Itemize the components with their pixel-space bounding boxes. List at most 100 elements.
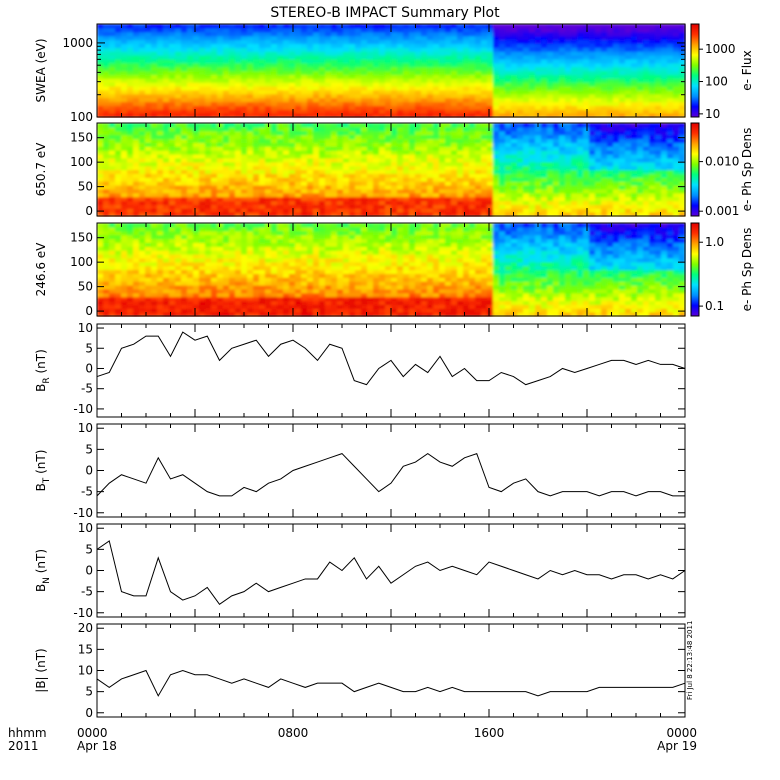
- spectrogram-cell: [259, 192, 266, 198]
- spectrogram-cell: [217, 35, 224, 41]
- spectrogram-cell: [169, 74, 176, 79]
- spectrogram-cell: [193, 192, 200, 198]
- spectrogram-cell: [277, 188, 284, 194]
- spectrogram-cell: [469, 24, 476, 29]
- spectrogram-cell: [355, 89, 362, 95]
- spectrogram-cell: [529, 24, 536, 29]
- spectrogram-cell: [679, 161, 686, 167]
- spectrogram-cell: [121, 230, 128, 236]
- spectrogram-cell: [643, 126, 650, 132]
- spectrogram-cell: [469, 173, 476, 178]
- spectrogram-cell: [139, 47, 146, 52]
- spectrogram-cell: [187, 169, 194, 174]
- spectrogram-cell: [415, 93, 422, 99]
- spectrogram-cell: [565, 113, 572, 118]
- spectrogram-cell: [103, 273, 110, 278]
- spectrogram-cell: [673, 157, 680, 163]
- spectrogram-cell: [361, 27, 368, 33]
- spectrogram-cell: [385, 165, 392, 171]
- spectrogram-cell: [127, 154, 134, 159]
- spectrogram-cell: [355, 55, 362, 60]
- spectrogram-cell: [403, 154, 410, 159]
- spectrogram-cell: [571, 157, 578, 163]
- spectrogram-cell: [211, 173, 218, 178]
- spectrogram-cell: [145, 113, 152, 118]
- spectrogram-cell: [475, 146, 482, 151]
- spectrogram-cell: [481, 138, 488, 143]
- spectrogram-cell: [421, 74, 428, 79]
- spectrogram-cell: [199, 146, 206, 151]
- spectrogram-cell: [547, 109, 554, 114]
- spectrogram-cell: [505, 93, 512, 99]
- spectrogram-cell: [559, 157, 566, 163]
- spectrogram-cell: [505, 200, 512, 205]
- spectrogram-cell: [649, 126, 656, 132]
- spectrogram-cell: [667, 126, 674, 132]
- spectrogram-cell: [583, 70, 590, 75]
- spectrogram-cell: [295, 192, 302, 198]
- spectrogram-cell: [517, 134, 524, 140]
- spectrogram-cell: [397, 82, 404, 87]
- spectrogram-cell: [349, 173, 356, 178]
- spectrogram-cell: [325, 173, 332, 178]
- spectrogram-cell: [643, 86, 650, 91]
- spectrogram-cell: [463, 51, 470, 56]
- spectrogram-cell: [319, 208, 326, 213]
- spectrogram-cell: [301, 134, 308, 140]
- spectrogram-cell: [649, 55, 656, 60]
- spectrogram-cell: [253, 208, 260, 213]
- y-axis-label: 650.7 eV: [34, 142, 48, 197]
- spectrogram-cell: [583, 192, 590, 198]
- spectrogram-cell: [385, 47, 392, 52]
- spectrogram-cell: [403, 146, 410, 151]
- spectrogram-cell: [157, 109, 164, 114]
- spectrogram-cell: [649, 196, 656, 202]
- spectrogram-cell: [523, 150, 530, 155]
- spectrogram-cell: [559, 97, 566, 103]
- spectrogram-cell: [637, 208, 644, 213]
- spectrogram-cell: [193, 173, 200, 178]
- spectrogram-cell: [229, 165, 236, 171]
- spectrogram-cell: [667, 204, 674, 209]
- spectrogram-cell: [409, 157, 416, 163]
- spectrogram-cell: [133, 97, 140, 103]
- spectrogram-cell: [637, 35, 644, 41]
- spectrogram-cell: [217, 200, 224, 205]
- spectrogram-cell: [109, 74, 116, 79]
- spectrogram-cell: [157, 188, 164, 194]
- spectrogram-cell: [427, 55, 434, 60]
- spectrogram-cell: [475, 78, 482, 83]
- spectrogram-cell: [571, 43, 578, 48]
- spectrogram-cell: [613, 146, 620, 151]
- spectrogram-cell: [667, 93, 674, 99]
- spectrogram-cell: [445, 161, 452, 167]
- spectrogram-cell: [241, 70, 248, 75]
- spectrogram-cell: [121, 157, 128, 163]
- spectrogram-cell: [673, 169, 680, 174]
- spectrogram-cell: [241, 154, 248, 159]
- spectrogram-cell: [553, 66, 560, 72]
- spectrogram-cell: [403, 161, 410, 167]
- spectrogram-cell: [259, 212, 266, 217]
- spectrogram-cell: [607, 51, 614, 56]
- spectrogram-cell: [613, 196, 620, 202]
- spectrogram-cell: [145, 43, 152, 48]
- spectrogram-cell: [595, 39, 602, 44]
- spectrogram-cell: [619, 66, 626, 72]
- spectrogram-cell: [151, 123, 158, 128]
- spectrogram-cell: [145, 208, 152, 213]
- spectrogram-cell: [487, 113, 494, 118]
- spectrogram-cell: [439, 27, 446, 33]
- spectrogram-cell: [505, 138, 512, 143]
- spectrogram-cell: [235, 146, 242, 151]
- spectrogram-cell: [145, 82, 152, 87]
- spectrogram-cell: [211, 105, 218, 110]
- spectrogram-cell: [187, 93, 194, 99]
- spectrogram-cell: [589, 165, 596, 171]
- spectrogram-cell: [109, 308, 116, 313]
- spectrogram-cell: [259, 31, 266, 37]
- spectrogram-cell: [451, 93, 458, 99]
- spectrogram-cell: [265, 62, 272, 68]
- spectrogram-cell: [139, 154, 146, 159]
- spectrogram-cell: [127, 300, 134, 305]
